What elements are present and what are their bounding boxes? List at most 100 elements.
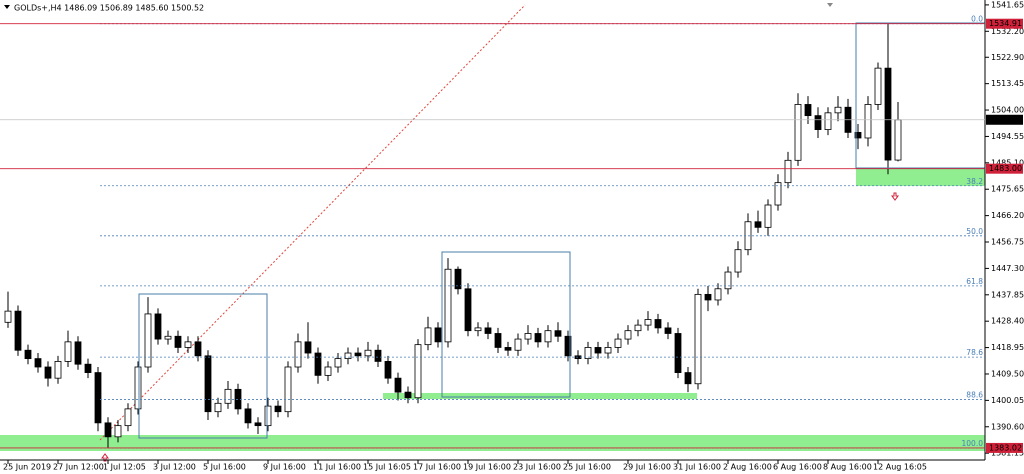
candle-body bbox=[504, 347, 512, 351]
candle-body bbox=[684, 372, 692, 385]
y-tick-label: 1541.65 bbox=[991, 0, 1024, 9]
candle-body bbox=[564, 335, 572, 357]
candle-body bbox=[124, 408, 132, 427]
candle-body bbox=[294, 341, 302, 368]
candle-body bbox=[314, 352, 322, 376]
candle-body bbox=[364, 349, 372, 357]
candle-body bbox=[454, 268, 462, 290]
candle-body bbox=[194, 341, 202, 357]
arrow-icon bbox=[891, 192, 899, 201]
candle-body bbox=[644, 319, 652, 326]
y-tick-label: 1437.85 bbox=[991, 290, 1024, 299]
candle-body bbox=[44, 366, 52, 379]
candle-body bbox=[854, 131, 862, 139]
candle-body bbox=[214, 402, 222, 413]
x-tick-label: 11 Jul 16:00 bbox=[313, 463, 361, 472]
price-label-box bbox=[986, 114, 1023, 125]
candle-body bbox=[474, 327, 482, 332]
candle-body bbox=[834, 106, 842, 114]
y-tick-label: 1475.65 bbox=[991, 185, 1024, 194]
candle-body bbox=[354, 352, 362, 357]
price-label-box bbox=[986, 18, 1023, 29]
candle-body bbox=[484, 327, 492, 334]
candle-body bbox=[84, 363, 92, 373]
candle-body bbox=[794, 104, 802, 161]
x-tick-label: 23 Jul 16:00 bbox=[513, 463, 561, 472]
candle-body bbox=[864, 104, 872, 139]
price-label: 1383.02 bbox=[989, 443, 1022, 452]
candle-body bbox=[74, 341, 82, 365]
candle-body bbox=[604, 347, 612, 354]
menu-icon bbox=[4, 5, 10, 9]
price-label-box bbox=[986, 442, 1023, 453]
scroll-marker bbox=[827, 3, 833, 7]
candle-body bbox=[634, 324, 642, 332]
candle-body bbox=[734, 249, 742, 273]
candle-body bbox=[654, 319, 662, 329]
range-box bbox=[441, 251, 571, 398]
candle-body bbox=[164, 335, 172, 340]
candle-body bbox=[584, 347, 592, 360]
price-label: 1534.91 bbox=[989, 19, 1022, 28]
y-tick-label: 1485.10 bbox=[991, 158, 1024, 167]
candle-body bbox=[54, 361, 62, 379]
candle-body bbox=[174, 335, 182, 348]
x-tick-label: 1 Jul 12:05 bbox=[103, 463, 146, 472]
fib-label: 50.0 bbox=[966, 227, 983, 236]
y-tick-label: 1504.00 bbox=[991, 106, 1024, 115]
y-tick-label: 1456.75 bbox=[991, 238, 1024, 247]
candle-body bbox=[444, 268, 452, 343]
candle-body bbox=[824, 112, 832, 130]
candle-body bbox=[784, 159, 792, 184]
x-tick-label: 9 Jul 16:00 bbox=[263, 463, 306, 472]
candle-body bbox=[624, 330, 632, 340]
candle-body bbox=[244, 408, 252, 424]
price-label-box bbox=[986, 163, 1023, 174]
candle-body bbox=[814, 115, 822, 130]
candle-body bbox=[394, 377, 402, 393]
y-tick-label: 1428.40 bbox=[991, 317, 1024, 326]
candle-body bbox=[4, 310, 12, 323]
candle-body bbox=[754, 221, 762, 228]
candle-body bbox=[874, 67, 882, 105]
candle-body bbox=[664, 327, 672, 334]
candle-body bbox=[204, 355, 212, 413]
x-tick-label: 25 Jun 2019 bbox=[3, 463, 51, 472]
candle-body bbox=[34, 358, 42, 368]
candle-body bbox=[594, 347, 602, 354]
candle-body bbox=[554, 330, 562, 337]
candle-body bbox=[154, 313, 162, 340]
candles bbox=[4, 23, 902, 448]
x-tick-label: 6 Aug 16:00 bbox=[773, 463, 822, 472]
candle-body bbox=[64, 341, 72, 362]
candle-body bbox=[614, 338, 622, 348]
candle-body bbox=[884, 67, 892, 161]
fib-label: 100.0 bbox=[962, 439, 984, 448]
candle-body bbox=[104, 422, 112, 438]
candle-body bbox=[704, 293, 712, 301]
y-tick-label: 1532.20 bbox=[991, 27, 1024, 36]
candle-body bbox=[94, 372, 102, 424]
candle-body bbox=[434, 327, 442, 343]
candle-body bbox=[114, 425, 122, 438]
candle-body bbox=[694, 293, 702, 385]
fib-label: 61.8 bbox=[966, 277, 983, 286]
x-tick-label: 8 Aug 16:00 bbox=[823, 463, 872, 472]
chart-title: GOLDs+,H4 1486.09 1506.89 1485.60 1500.5… bbox=[14, 4, 204, 13]
candle-body bbox=[374, 349, 382, 362]
candle-body bbox=[184, 341, 192, 348]
candle-body bbox=[334, 358, 342, 368]
fib-label: 0.0 bbox=[971, 15, 983, 24]
y-tick-label: 1409.50 bbox=[991, 369, 1024, 378]
candle-body bbox=[254, 422, 262, 427]
x-tick-label: 12 Aug 16:05 bbox=[873, 463, 927, 472]
y-tick-label: 1381.15 bbox=[991, 449, 1024, 458]
candle-body bbox=[674, 333, 682, 373]
candle-body bbox=[534, 333, 542, 343]
fib-label: 88.6 bbox=[966, 391, 983, 400]
y-tick-label: 1447.30 bbox=[991, 264, 1024, 273]
candle-body bbox=[774, 182, 782, 206]
x-tick-label: 2 Aug 16:00 bbox=[723, 463, 772, 472]
